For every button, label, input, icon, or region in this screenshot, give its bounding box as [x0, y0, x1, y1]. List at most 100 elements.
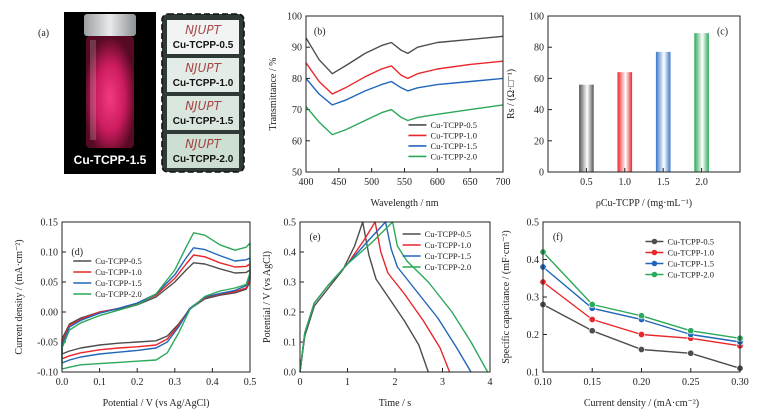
y-tick-label: 0.5	[284, 218, 297, 229]
series-line	[305, 77, 504, 106]
x-tick-label: 1.0	[619, 177, 632, 188]
y-tick-label: 0.0	[284, 368, 297, 379]
x-axis-label: Wavelength / nm	[370, 198, 438, 209]
legend-label: Cu-TCPP-0.5	[430, 120, 477, 130]
film-logo: NJUPT	[185, 23, 223, 37]
panel-label-e: (e)	[310, 232, 321, 243]
bar	[655, 51, 671, 172]
panel-label-d: (d)	[71, 247, 83, 258]
legend-marker	[651, 238, 658, 245]
x-tick-label: 3	[440, 377, 445, 388]
y-tick-label: 20	[534, 136, 544, 147]
film-logo: NJUPT	[185, 137, 223, 151]
series-line	[305, 35, 504, 75]
plot-frame	[547, 15, 741, 173]
panel-label-a: (a)	[38, 28, 49, 39]
legend-label: Cu-TCPP-2.0	[425, 262, 472, 272]
x-tick-label: 0.0	[56, 377, 69, 388]
x-tick-label: 2	[393, 377, 398, 388]
data-point	[637, 312, 645, 320]
x-tick-label: 0.10	[534, 377, 552, 388]
y-tick-label: 40	[534, 105, 544, 116]
series-line	[61, 262, 251, 355]
x-axis-label: ρCu-TCPP / (mg·mL⁻¹)	[596, 198, 692, 209]
x-tick-label: 1	[345, 377, 350, 388]
film-name: Cu-TCPP-0.5	[173, 40, 234, 51]
y-axis-label: Potential / V (vs AgCl)	[262, 251, 273, 343]
y-tick-label: 80	[292, 74, 302, 85]
legend-marker	[651, 271, 658, 278]
x-tick-label: 0.20	[633, 377, 651, 388]
data-point	[637, 330, 645, 338]
film-logo: NJUPT	[185, 99, 223, 113]
x-tick-label: 600	[430, 177, 445, 188]
film-tiles: NJUPT Cu-TCPP-0.5 NJUPT Cu-TCPP-1.0 NJUPT Cu-…	[167, 20, 239, 168]
film-tile	[167, 58, 239, 92]
vial-label: Cu-TCPP-1.5	[74, 153, 147, 167]
legend-label: Cu-TCPP-0.5	[95, 256, 142, 266]
legend-label: Cu-TCPP-2.0	[95, 289, 142, 299]
film-tile	[167, 96, 239, 130]
plot-frame	[299, 221, 491, 373]
panel-a: (a) Cu-TCPP-1.5 NJUPT Cu-TCPP-0.5 NJUPT Cu-…	[38, 12, 245, 174]
legend-label: Cu-TCPP-1.5	[667, 259, 714, 269]
plot-frame	[305, 15, 504, 173]
series-line	[305, 104, 504, 136]
data-point	[588, 327, 596, 335]
y-tick-label: 100	[529, 12, 544, 23]
film-tile	[167, 20, 239, 54]
panel-c: 0 20 40 60 80 100 0.5 1.0 1.5 2.0 (c) ρCu-TCPP / (m…	[506, 12, 741, 209]
y-tick-label: 100	[287, 12, 302, 23]
x-tick-label: 0.5	[580, 177, 593, 188]
y-tick-label: 90	[292, 43, 302, 54]
y-tick-label: 0.10	[41, 248, 59, 259]
series-line	[61, 247, 251, 364]
film-name: Cu-TCPP-2.0	[173, 154, 234, 165]
y-tick-label: 0.2	[284, 308, 297, 319]
legend-label: Cu-TCPP-1.5	[430, 141, 477, 151]
y-tick-label: 0.5	[527, 218, 540, 229]
x-tick-label: 0	[298, 377, 303, 388]
series-line	[61, 254, 251, 360]
legend-marker	[651, 249, 658, 256]
film-name: Cu-TCPP-1.5	[173, 116, 234, 127]
panel-d: 0.0 0.1 0.2 0.3 0.4 0.5 -0.10 -0.05 0.00 0.05 0.10…	[14, 218, 256, 410]
y-tick-label: 0.05	[41, 278, 59, 289]
x-tick-label: 700	[496, 177, 511, 188]
x-tick-label: 550	[397, 177, 412, 188]
y-tick-label: -0.05	[37, 338, 58, 349]
y-tick-label: 0.1	[527, 368, 540, 379]
y-tick-label: 70	[292, 105, 302, 116]
y-tick-label: 0.4	[527, 255, 540, 266]
x-tick-label: 4	[488, 377, 493, 388]
film-tile	[167, 134, 239, 168]
data-point	[588, 300, 596, 308]
x-axis-label: Potential / V (vs Ag/AgCl)	[103, 398, 210, 409]
panel-b: 400 450 500 550 600 650 700 50 60 70 80 90 100 Cu-TCP…	[268, 12, 511, 210]
data-point	[588, 315, 596, 323]
panel-label-f: (f)	[553, 232, 563, 243]
x-tick-label: 2.0	[695, 177, 708, 188]
data-point	[637, 345, 645, 353]
x-tick-label: 0.5	[244, 377, 257, 388]
y-tick-label: 0.3	[527, 293, 540, 304]
y-tick-label: 50	[292, 168, 302, 179]
x-tick-label: 0.1	[93, 377, 106, 388]
y-tick-label: 60	[292, 136, 302, 147]
y-tick-label: 60	[534, 74, 544, 85]
y-tick-label: 0.00	[41, 308, 59, 319]
legend-label: Cu-TCPP-1.5	[425, 251, 472, 261]
x-tick-label: 500	[364, 177, 379, 188]
bar	[579, 84, 594, 172]
x-axis-label: Current density / (mA·cm⁻²)	[584, 398, 699, 409]
film-logo: NJUPT	[185, 61, 223, 75]
legend-label: Cu-TCPP-1.0	[95, 267, 142, 277]
panel-label-b: (b)	[314, 27, 326, 38]
legend-label: Cu-TCPP-0.5	[667, 237, 714, 247]
bar	[617, 72, 633, 172]
legend-label: Cu-TCPP-2.0	[430, 151, 477, 161]
y-tick-label: 0.2	[527, 330, 540, 341]
y-axis-label: Specific capacitance / (mF·cm⁻²)	[501, 230, 512, 364]
panel-f: 0.10 0.15 0.20 0.25 0.30 0.1 0.2 0.3 0.4 0.5 Cu-TC…	[501, 218, 749, 410]
